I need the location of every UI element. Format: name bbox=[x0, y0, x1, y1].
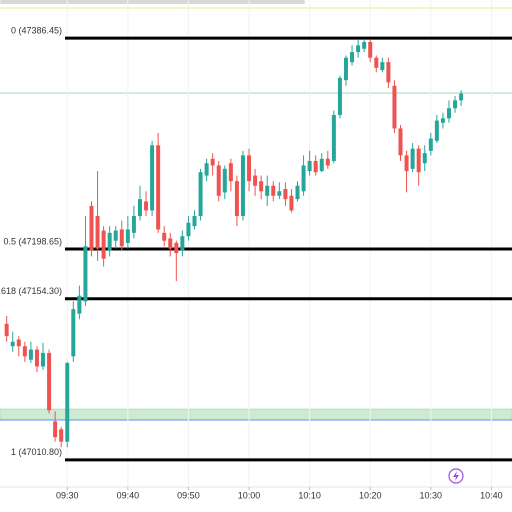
candle-body bbox=[325, 158, 330, 166]
icon-bolt bbox=[453, 471, 459, 481]
candle-body bbox=[247, 155, 252, 182]
candle-body bbox=[356, 45, 361, 53]
candle-body bbox=[222, 168, 227, 193]
zone-band bbox=[0, 408, 512, 421]
candle-body bbox=[144, 201, 149, 211]
x-tick-label: 09:40 bbox=[117, 490, 140, 500]
candle-body bbox=[131, 215, 136, 233]
x-tick-label: 10:30 bbox=[420, 490, 443, 500]
x-tick-label: 10:10 bbox=[298, 490, 321, 500]
candle-body bbox=[150, 145, 155, 211]
x-tick-label: 09:30 bbox=[56, 490, 79, 500]
candle-body bbox=[34, 349, 39, 367]
fib-label: 0 (47386.45) bbox=[11, 25, 62, 35]
candle-body bbox=[307, 160, 312, 172]
x-tick-label: 10:20 bbox=[359, 490, 382, 500]
candle-body bbox=[374, 57, 379, 68]
candle-body bbox=[4, 323, 9, 337]
candle-body bbox=[47, 352, 52, 411]
candle-body bbox=[313, 160, 318, 173]
candle-body bbox=[386, 62, 391, 83]
x-axis: 09:30 09:40 09:50 10:00 10:10 10:20 10:30 10:40 bbox=[56, 487, 503, 500]
candle-body bbox=[368, 41, 373, 58]
candles bbox=[4, 39, 464, 448]
candle-body bbox=[198, 172, 203, 216]
candle-body bbox=[53, 421, 58, 438]
candle-body bbox=[283, 189, 288, 200]
candle-body bbox=[228, 163, 233, 182]
candle-body bbox=[434, 120, 439, 141]
candle-body bbox=[446, 108, 451, 119]
candle-body bbox=[337, 77, 342, 115]
candle-body bbox=[216, 165, 221, 196]
candle-body bbox=[180, 236, 185, 251]
candle-body bbox=[453, 100, 458, 109]
candle-body bbox=[174, 242, 179, 254]
fib-label: 0.5 (47198.65) bbox=[3, 236, 62, 246]
candle-body bbox=[362, 41, 367, 49]
candle-body bbox=[113, 230, 118, 241]
candle-body bbox=[350, 52, 355, 63]
candle-body bbox=[65, 363, 70, 442]
candle-body bbox=[343, 57, 348, 81]
candle-body bbox=[168, 238, 173, 249]
candle-body bbox=[77, 295, 82, 314]
lightning-icon[interactable] bbox=[448, 468, 464, 484]
candle-body bbox=[10, 341, 15, 347]
candle-body bbox=[234, 181, 239, 216]
candle-body bbox=[119, 229, 124, 247]
candle-body bbox=[459, 93, 464, 101]
candle-body bbox=[83, 246, 88, 302]
candle-body bbox=[410, 148, 415, 169]
candle-body bbox=[404, 155, 409, 172]
candle-body bbox=[240, 155, 245, 216]
candle-body bbox=[186, 222, 191, 237]
candle-body bbox=[125, 229, 130, 243]
candle-body bbox=[59, 429, 64, 442]
x-tick-label: 09:50 bbox=[177, 490, 200, 500]
candle-body bbox=[319, 158, 324, 172]
candle-body bbox=[253, 175, 258, 186]
candle-body bbox=[162, 232, 167, 241]
candle-body bbox=[259, 181, 264, 192]
fib-label: 0.618 (47154.30) bbox=[0, 286, 62, 296]
candle-body bbox=[392, 85, 397, 129]
x-tick-label: 10:00 bbox=[238, 490, 261, 500]
candle-body bbox=[137, 199, 142, 216]
candle-body bbox=[265, 185, 270, 196]
candle-body bbox=[277, 191, 282, 196]
candle-body bbox=[95, 215, 100, 249]
candle-body bbox=[428, 138, 433, 151]
candle-body bbox=[422, 153, 427, 164]
fib-label: 1 (47010.80) bbox=[11, 447, 62, 457]
top-toolbar-edge bbox=[0, 0, 305, 4]
candle-body bbox=[331, 114, 336, 161]
candle-body bbox=[71, 309, 76, 357]
candle-body bbox=[210, 158, 215, 166]
candle-body bbox=[380, 62, 385, 71]
candle-body bbox=[301, 165, 306, 192]
candle-body bbox=[416, 148, 421, 173]
candle-body bbox=[192, 215, 197, 227]
candle-body bbox=[289, 195, 294, 211]
x-tick-label: 10:40 bbox=[480, 490, 503, 500]
candle-body bbox=[101, 230, 106, 259]
fib-levels: 0 (47386.45) 0.5 (47198.65) 0.618 (47154.3… bbox=[0, 25, 512, 462]
candle-body bbox=[28, 349, 33, 360]
candle-body bbox=[89, 205, 94, 251]
candle-body bbox=[271, 185, 276, 196]
candle-body bbox=[16, 339, 21, 347]
candle-body bbox=[22, 346, 27, 357]
candle-body bbox=[440, 118, 445, 123]
candle-body bbox=[204, 163, 209, 176]
candle-body bbox=[295, 185, 300, 200]
candle-body bbox=[41, 352, 46, 367]
candle-body bbox=[398, 128, 403, 156]
candle-body bbox=[156, 145, 161, 230]
candle-body bbox=[107, 232, 112, 251]
